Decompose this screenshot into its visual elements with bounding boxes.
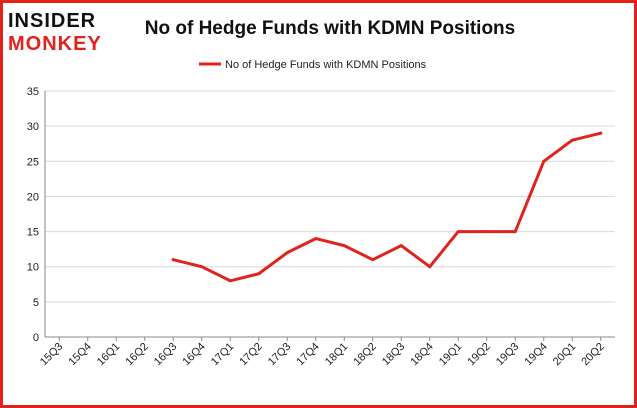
- data-point: [428, 265, 432, 269]
- x-tick-label: 17Q4: [294, 341, 322, 369]
- data-point: [342, 244, 346, 248]
- y-tick-label: 30: [27, 121, 39, 133]
- x-tick-label: 16Q2: [123, 341, 151, 369]
- x-tick-label: 18Q1: [323, 341, 351, 369]
- x-tick-label: 19Q4: [522, 341, 550, 369]
- y-tick-label: 20: [27, 191, 39, 203]
- x-tick-label: 19Q1: [437, 341, 465, 369]
- x-tick-labels: 15Q3 15Q4 16Q1 16Q2 16Q3 16Q4 17Q1 17Q2 17Q3 17Q4…: [38, 341, 607, 369]
- data-point: [257, 272, 261, 276]
- x-tick-label: 18Q2: [351, 341, 379, 369]
- data-point: [171, 258, 175, 262]
- x-tick-label: 16Q1: [95, 341, 123, 369]
- y-tick-label: 10: [27, 262, 39, 274]
- x-tick-label: 15Q4: [66, 341, 94, 369]
- data-point: [513, 230, 517, 234]
- axes: [44, 91, 615, 341]
- legend-label: No of Hedge Funds with KDMN Positions: [225, 59, 427, 71]
- y-tick-label: 25: [27, 156, 39, 168]
- x-tick-label: 18Q4: [408, 341, 436, 369]
- data-point: [200, 265, 204, 269]
- data-point: [371, 258, 375, 262]
- chart-legend: No of Hedge Funds with KDMN Positions: [199, 59, 427, 71]
- x-tick-label: 16Q4: [180, 341, 208, 369]
- x-tick-label: 20Q1: [551, 341, 579, 369]
- x-tick-label: 16Q3: [152, 341, 180, 369]
- data-point: [599, 131, 603, 135]
- y-tick-label: 35: [27, 86, 39, 98]
- data-point: [570, 138, 574, 142]
- data-point: [285, 251, 289, 255]
- logo-line-2: MONKEY: [8, 33, 102, 55]
- x-tick-label: 20Q2: [579, 341, 607, 369]
- series-line: [171, 131, 603, 283]
- insider-monkey-logo: INSIDER MONKEY: [8, 10, 102, 55]
- data-point: [314, 237, 318, 241]
- y-tick-label: 5: [33, 297, 39, 309]
- x-tick-label: 17Q3: [266, 341, 294, 369]
- grid-lines: [45, 90, 615, 303]
- y-tick-label: 15: [27, 227, 39, 239]
- data-point: [399, 244, 403, 248]
- y-tick-label: 0: [33, 332, 39, 344]
- data-point: [456, 230, 460, 234]
- logo-line-1: INSIDER: [8, 10, 96, 32]
- data-point: [228, 279, 232, 283]
- x-tick-label: 18Q3: [380, 341, 408, 369]
- data-point: [542, 159, 546, 163]
- y-tick-labels: 0 5 10 15 20 25 30 35: [27, 86, 39, 344]
- x-tick-label: 17Q1: [209, 341, 237, 369]
- x-tick-label: 19Q2: [465, 341, 493, 369]
- data-point: [485, 230, 489, 234]
- x-tick-label: 17Q2: [237, 341, 265, 369]
- x-tick-label: 15Q3: [38, 341, 66, 369]
- chart-title: No of Hedge Funds with KDMN Positions: [145, 18, 515, 39]
- series-layer: [171, 131, 603, 283]
- x-tick-label: 19Q3: [494, 341, 522, 369]
